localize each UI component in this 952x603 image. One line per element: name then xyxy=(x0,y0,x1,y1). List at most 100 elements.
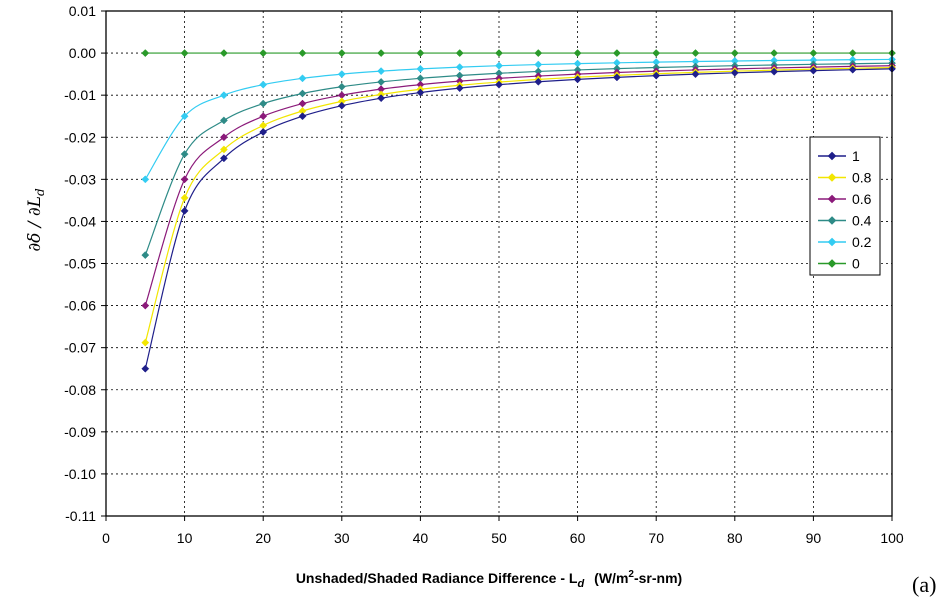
data-point xyxy=(259,80,268,89)
legend-label: 0.2 xyxy=(852,234,872,250)
series-0.2 xyxy=(141,55,896,184)
data-point xyxy=(416,88,425,97)
data-point xyxy=(495,61,503,70)
x-tick-label: 50 xyxy=(491,530,507,546)
data-point xyxy=(337,70,346,79)
data-point xyxy=(298,89,307,98)
legend-label: 0.8 xyxy=(852,170,872,186)
data-point xyxy=(730,49,739,58)
legend-box xyxy=(809,136,881,276)
legend-swatch-marker xyxy=(827,216,837,225)
data-point xyxy=(337,49,346,58)
data-point xyxy=(141,338,150,347)
x-tick-label: 70 xyxy=(648,530,664,546)
data-point xyxy=(377,94,386,103)
data-point xyxy=(180,112,189,121)
y-axis-label-main: ∂δ / ∂L xyxy=(25,196,45,252)
data-point xyxy=(219,91,228,100)
y-tick-label: -0.03 xyxy=(64,171,96,187)
x-axis-label-unit-post: -sr-nm) xyxy=(634,570,682,586)
y-tick-label: 0.01 xyxy=(69,3,96,19)
data-point xyxy=(141,364,150,373)
data-point xyxy=(180,193,189,202)
data-point xyxy=(652,71,661,80)
data-point xyxy=(141,251,150,260)
data-point xyxy=(652,49,661,58)
y-tick-labels: 0.01 0.00 -0.01 -0.02 -0.03 -0.04 -0.05 -0.06 -0… xyxy=(64,3,106,524)
x-tick-label: 60 xyxy=(570,530,586,546)
x-axis-label-unit-pre: (W/m xyxy=(594,570,628,586)
series-line xyxy=(144,68,893,369)
legend-label: 0.4 xyxy=(852,213,872,229)
legend-label: 0.6 xyxy=(852,191,872,207)
data-point xyxy=(416,64,425,73)
series-0 xyxy=(141,49,896,58)
data-point xyxy=(534,49,543,58)
data-point xyxy=(141,301,150,310)
data-point xyxy=(298,74,307,83)
data-point xyxy=(377,67,386,76)
y-tick-label: -0.07 xyxy=(64,340,96,356)
panel-label: (a) xyxy=(912,572,936,597)
data-point xyxy=(180,206,189,215)
y-tick-label: -0.04 xyxy=(64,213,96,229)
legend-swatch-marker xyxy=(827,173,837,182)
data-point xyxy=(180,175,189,184)
legend-swatch-marker xyxy=(827,237,837,247)
data-point xyxy=(180,49,189,58)
x-tick-label: 40 xyxy=(413,530,429,546)
x-tick-label: 90 xyxy=(806,530,822,546)
data-point xyxy=(141,175,150,184)
data-point xyxy=(573,75,582,84)
data-point xyxy=(219,116,228,125)
y-tick-label: 0.00 xyxy=(69,45,96,61)
legend-swatch-marker xyxy=(827,194,837,204)
data-point xyxy=(455,49,464,58)
data-point xyxy=(770,67,779,76)
y-tick-label: -0.08 xyxy=(64,382,96,398)
data-point xyxy=(298,112,307,121)
y-tick-label: -0.10 xyxy=(64,466,96,482)
data-point xyxy=(848,65,857,74)
data-point xyxy=(337,82,346,91)
data-point xyxy=(377,49,386,58)
x-tick-label: 20 xyxy=(255,530,271,546)
data-point xyxy=(809,66,818,75)
data-point xyxy=(730,68,739,77)
data-point xyxy=(259,128,268,136)
legend-swatch-marker xyxy=(827,151,837,161)
series-1 xyxy=(141,64,896,373)
y-tick-label: -0.01 xyxy=(64,87,96,103)
data-point xyxy=(259,49,268,58)
series-line xyxy=(144,66,893,343)
x-tick-label: 10 xyxy=(177,530,193,546)
y-tick-label: -0.11 xyxy=(65,508,96,524)
data-point xyxy=(455,84,464,93)
y-axis-label: ∂δ / ∂Ld xyxy=(25,188,47,252)
x-axis-label-sub: d xyxy=(577,578,584,590)
y-tick-label: -0.02 xyxy=(64,129,96,145)
y-axis-label-sub: d xyxy=(33,188,47,196)
legend-swatch-marker xyxy=(827,259,837,268)
x-axis-label: Unshaded/Shaded Radiance Difference - Ld… xyxy=(296,569,682,590)
x-tick-label: 80 xyxy=(727,530,743,546)
x-axis-label-main: Unshaded/Shaded Radiance Difference - L xyxy=(296,570,578,586)
data-point xyxy=(180,150,189,159)
data-point xyxy=(219,145,228,154)
data-point xyxy=(416,49,425,58)
data-point xyxy=(455,63,464,72)
y-tick-label: -0.05 xyxy=(64,256,96,272)
legend-label: 0 xyxy=(852,256,860,272)
data-point xyxy=(495,80,503,89)
data-point xyxy=(337,101,346,110)
x-tick-label: 0 xyxy=(102,530,110,546)
data-point xyxy=(612,49,621,58)
legend-label: 1 xyxy=(852,148,860,164)
data-point xyxy=(691,49,700,58)
x-tick-label: 100 xyxy=(880,530,904,546)
y-tick-label: -0.09 xyxy=(64,424,96,440)
data-point xyxy=(259,99,268,108)
data-point xyxy=(534,77,543,86)
data-point xyxy=(259,112,268,121)
